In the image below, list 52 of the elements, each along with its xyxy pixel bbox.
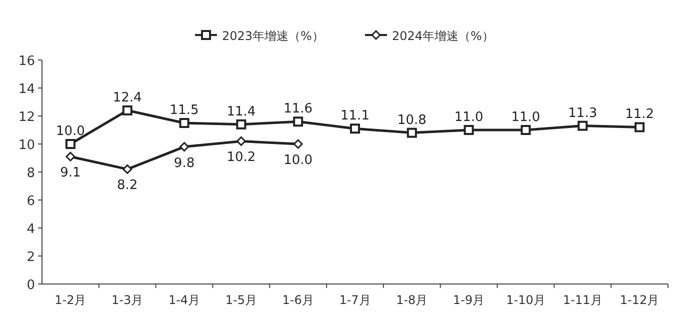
point — [179, 118, 190, 128]
y-tick-label: 2 — [26, 250, 35, 265]
point — [578, 120, 588, 131]
x-tick-label: 1-7月 — [339, 293, 371, 307]
legend-label: 2023年增速（%） — [222, 29, 324, 43]
point — [122, 164, 132, 174]
data-label: 10.0 — [284, 153, 313, 168]
data-label: 10.8 — [397, 112, 426, 128]
y-tick-label: 4 — [26, 222, 35, 237]
data-label: 11.3 — [568, 106, 598, 121]
data-label: 11.0 — [454, 110, 484, 125]
y-tick-label: 12 — [18, 110, 35, 125]
data-label: 11.2 — [625, 107, 654, 122]
data-label: 11.6 — [284, 102, 313, 117]
point — [464, 125, 474, 135]
point — [236, 119, 246, 130]
data-label: 11.0 — [511, 110, 540, 125]
y-tick-label: 16 — [18, 54, 35, 69]
data-label: 12.4 — [112, 90, 142, 106]
x-tick-label: 1-8月 — [396, 293, 428, 307]
x-tick-label: 1-3月 — [112, 293, 144, 307]
point — [406, 128, 417, 138]
x-tick-label: 1-2月 — [54, 293, 86, 307]
x-tick-label: 1-10月 — [506, 293, 546, 307]
legend-label: 2024年增速（%） — [392, 29, 494, 43]
data-label: 11.4 — [226, 104, 256, 120]
point — [122, 105, 132, 116]
data-label: 11.1 — [340, 108, 370, 124]
point — [66, 152, 76, 162]
y-tick-label: 0 — [26, 278, 35, 293]
point — [293, 139, 303, 149]
x-tick-label: 1-5月 — [225, 293, 257, 307]
x-tick-label: 1-6月 — [282, 293, 314, 307]
point — [520, 125, 531, 135]
data-label: 8.2 — [117, 178, 138, 194]
point — [293, 116, 304, 127]
data-label: 10.0 — [56, 124, 85, 139]
y-tick-label: 10 — [18, 138, 35, 153]
data-label: 9.1 — [60, 166, 81, 181]
x-tick-label: 1-12月 — [620, 293, 660, 307]
data-label: 11.5 — [170, 103, 199, 118]
point — [65, 139, 76, 149]
data-label: 9.8 — [174, 156, 195, 171]
point — [350, 124, 360, 134]
x-tick-label: 1-4月 — [168, 293, 200, 307]
x-tick-label: 1-11月 — [563, 293, 602, 307]
data-label: 10.2 — [226, 150, 256, 166]
y-tick-label: 6 — [26, 194, 35, 209]
x-tick-label: 1-9月 — [453, 293, 485, 307]
y-tick-label: 8 — [26, 166, 35, 181]
point — [634, 122, 645, 132]
y-tick-label: 14 — [18, 82, 35, 97]
